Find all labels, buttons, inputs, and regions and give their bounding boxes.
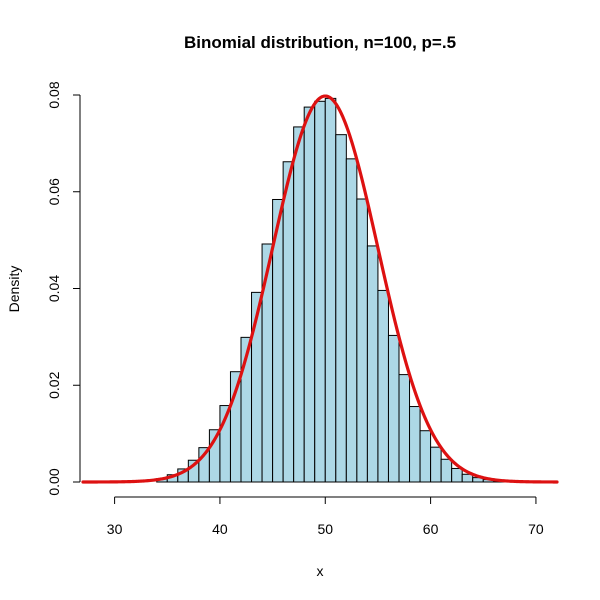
histogram-bar xyxy=(293,126,305,483)
histogram-bar xyxy=(366,245,379,483)
histogram-bars xyxy=(156,97,505,483)
chart-title: Binomial distribution, n=100, p=.5 xyxy=(184,33,456,52)
histogram-bar xyxy=(398,374,411,483)
histogram-bar xyxy=(419,430,432,483)
x-tick-label: 40 xyxy=(212,521,228,537)
y-axis: 0.00 0.02 0.04 0.06 0.08 xyxy=(46,81,81,496)
histogram-bar xyxy=(345,158,358,483)
y-tick-label: 0.00 xyxy=(46,468,62,495)
x-axis-label: x xyxy=(317,563,324,579)
x-tick-label: 60 xyxy=(423,521,439,537)
histogram-bar xyxy=(377,289,389,483)
x-tick-label: 30 xyxy=(107,521,123,537)
histogram-bar xyxy=(356,198,368,483)
normal-density-curve xyxy=(81,94,559,484)
x-axis: 30 40 50 60 70 xyxy=(107,496,544,537)
histogram-bar xyxy=(387,334,400,483)
x-tick-label: 70 xyxy=(528,521,544,537)
histogram-bar xyxy=(303,106,316,483)
y-tick-label: 0.02 xyxy=(46,371,62,398)
y-tick-label: 0.04 xyxy=(46,275,62,302)
x-tick-label: 50 xyxy=(317,521,333,537)
histogram-bar xyxy=(409,406,421,483)
histogram-bar xyxy=(461,473,474,483)
histogram-bar xyxy=(314,100,326,483)
histogram-bar xyxy=(451,467,463,483)
histogram-bar xyxy=(261,243,274,483)
histogram-bar xyxy=(324,97,337,483)
y-tick-label: 0.06 xyxy=(46,178,62,205)
histogram-bar xyxy=(440,458,453,483)
histogram-bar xyxy=(282,161,295,483)
histogram-bar xyxy=(335,134,347,483)
y-axis-label: Density xyxy=(6,266,22,313)
y-tick-label: 0.08 xyxy=(46,81,62,108)
histogram-bar xyxy=(430,446,442,483)
